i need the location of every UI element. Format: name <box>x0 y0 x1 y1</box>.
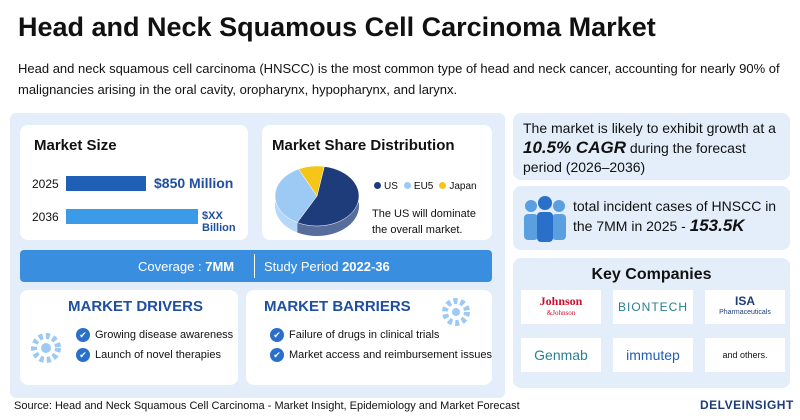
legend-label: US <box>384 181 398 192</box>
card-title: Market Share Distribution <box>272 137 455 154</box>
item: Failure of drugs in clinical trials <box>270 328 492 342</box>
description: Head and neck squamous cell carcinoma (H… <box>18 61 780 97</box>
company-logo: immutep <box>613 338 693 372</box>
market-size-card: Market Size 2025 $850 Million 2036 $XX B… <box>20 125 248 240</box>
title: Head and Neck Squamous Cell Carcinoma Ma… <box>18 12 656 42</box>
pie-slice <box>296 166 360 227</box>
card-title: Market Size <box>34 137 117 154</box>
company-name: and others. <box>722 350 768 360</box>
cagr: 10.5% CAGR <box>523 138 626 157</box>
item: Growing disease awareness <box>76 328 233 342</box>
legend: US EU5 Japan <box>374 181 477 192</box>
legend-label: Japan <box>449 181 477 192</box>
card-title: Key Companies <box>591 266 712 283</box>
growth-text: The market is likely to exhibit growth a… <box>523 119 785 177</box>
item: Market access and reimbursement issues <box>270 348 492 362</box>
company-name: ISA <box>734 294 755 308</box>
label: Coverage : <box>138 259 202 274</box>
label: Study Period <box>264 259 339 274</box>
market-share-card: Market Share Distribution US EU5 Japan The… <box>262 125 492 240</box>
card-title: MARKET DRIVERS <box>68 298 204 315</box>
source: Source: Head and Neck Squamous Cell Carc… <box>14 400 520 412</box>
gear-icon <box>442 298 470 326</box>
legend-entry: US <box>374 181 398 192</box>
text: during the forecast period (2026–2036) <box>523 140 746 175</box>
growth-card: The market is likely to exhibit growth a… <box>513 113 790 180</box>
pie-chart <box>274 165 360 236</box>
company-name: BIONTECH <box>617 300 688 314</box>
bar <box>66 176 146 191</box>
text: total incident cases of HNSCC in the 7MM… <box>573 198 777 234</box>
gear-icon <box>31 333 61 363</box>
company-logo: Genmab <box>521 338 601 372</box>
companies-card: Key Companies Johnson &Johnson BIONTECH ISA… <box>513 258 790 388</box>
company-logo: Johnson &Johnson <box>521 290 601 324</box>
pie-side <box>297 166 359 236</box>
value: 2022-36 <box>342 259 390 274</box>
company-logo: BIONTECH <box>613 290 693 324</box>
legend-entry: EU5 <box>403 181 434 192</box>
text: The market is likely to exhibit growth a… <box>523 120 776 136</box>
item-list: Growing disease awareness Launch of nove… <box>76 322 233 368</box>
cases-text: total incident cases of HNSCC in the 7MM… <box>573 196 785 236</box>
value: 7MM <box>205 259 235 274</box>
divider <box>254 254 255 278</box>
company-logo: ISA Pharmaceuticals <box>705 290 785 324</box>
legend-swatch <box>403 182 411 189</box>
pie-slice <box>274 168 318 223</box>
cases-card: total incident cases of HNSCC in the 7MM… <box>513 186 790 250</box>
company-name: Pharmaceuticals <box>719 309 771 316</box>
card-title: MARKET BARRIERS <box>264 298 411 315</box>
brand: DELVEINSIGHT <box>700 398 794 412</box>
company-name: Johnson <box>539 294 583 308</box>
coverage-bar: Coverage : 7MM Study Period 2022-36 <box>20 250 492 282</box>
value: $850 Million <box>154 175 234 191</box>
legend-label: EU5 <box>413 181 434 192</box>
company-name: immutep <box>626 347 680 363</box>
note: The US will dominate the overall market. <box>372 208 476 236</box>
year: 2036 <box>32 210 59 224</box>
legend-swatch <box>374 182 381 189</box>
study-period: Study Period 2022-36 <box>264 259 390 274</box>
item: Launch of novel therapies <box>76 348 233 362</box>
drivers-card: MARKET DRIVERS Growing disease awareness… <box>20 290 238 385</box>
company-logo: and others. <box>705 338 785 372</box>
company-name: &Johnson <box>546 309 576 317</box>
pie-slice <box>298 165 325 197</box>
value: 153.5K <box>689 216 745 235</box>
company-name: Genmab <box>534 347 588 363</box>
legend-entry: Japan <box>439 181 477 192</box>
people-icon <box>524 196 566 242</box>
item-list: Failure of drugs in clinical trials Mark… <box>270 322 492 368</box>
bar <box>66 209 198 224</box>
barriers-card: MARKET BARRIERS Failure of drugs in clin… <box>246 290 492 385</box>
coverage: Coverage : 7MM <box>138 259 234 274</box>
year: 2025 <box>32 177 59 191</box>
value: $XX Billion <box>202 210 236 234</box>
legend-swatch <box>439 182 447 189</box>
